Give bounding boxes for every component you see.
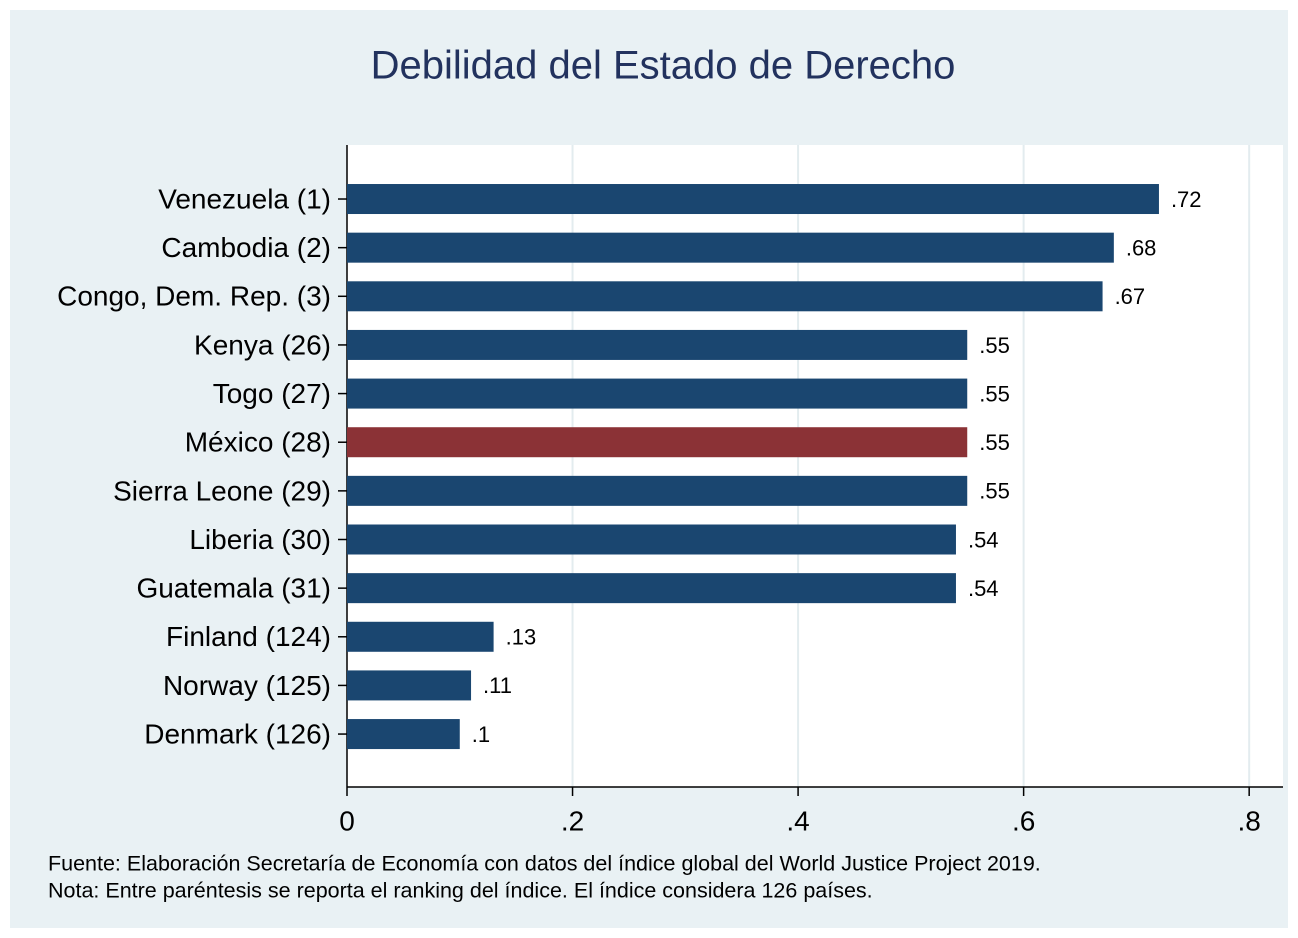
value-label: .68: [1126, 235, 1157, 260]
bar: [347, 621, 494, 652]
bar: [347, 281, 1103, 312]
x-tick-label: .2: [561, 805, 584, 836]
y-tick-label: Congo, Dem. Rep. (3): [57, 281, 331, 312]
bar: [347, 573, 956, 604]
value-label: .55: [979, 430, 1010, 455]
x-tick-label: 0: [339, 805, 355, 836]
bar: [347, 524, 956, 555]
value-label: .13: [506, 625, 537, 650]
value-label: .55: [979, 381, 1010, 406]
value-label: .1: [472, 722, 490, 747]
bar: [347, 670, 472, 701]
chart-title: Debilidad del Estado de Derecho: [371, 44, 956, 88]
y-tick-label: Guatemala (31): [136, 573, 331, 604]
value-label: .67: [1115, 284, 1146, 309]
bar: [347, 184, 1159, 215]
note: Fuente: Elaboración Secretaría de Econom…: [48, 852, 1041, 876]
y-tick-label: Cambodia (2): [161, 232, 331, 263]
y-tick-label: Liberia (30): [189, 524, 331, 555]
value-label: .55: [979, 333, 1010, 358]
bar: [347, 232, 1114, 263]
bar: [347, 719, 460, 750]
value-label: .11: [483, 673, 512, 698]
y-tick-label: Sierra Leone (29): [113, 475, 331, 506]
y-tick-label: Norway (125): [163, 670, 331, 701]
y-tick-label: Togo (27): [213, 378, 331, 409]
y-tick-label: Finland (124): [166, 621, 331, 652]
value-label: .54: [968, 527, 999, 552]
x-tick-label: .6: [1012, 805, 1035, 836]
note: Nota: Entre paréntesis se reporta el ran…: [48, 879, 873, 903]
bar: [347, 475, 968, 506]
value-label: .55: [979, 479, 1010, 504]
y-tick-label: México (28): [185, 427, 331, 458]
x-tick-label: .8: [1237, 805, 1260, 836]
y-tick-label: Kenya (26): [194, 329, 331, 360]
value-label: .72: [1171, 187, 1202, 212]
bar: [347, 378, 968, 409]
y-tick-label: Denmark (126): [144, 718, 331, 749]
x-tick-label: .4: [786, 805, 809, 836]
value-label: .54: [968, 576, 999, 601]
y-tick-label: Venezuela (1): [158, 183, 331, 214]
bar: [347, 329, 968, 360]
bar: [347, 427, 968, 458]
